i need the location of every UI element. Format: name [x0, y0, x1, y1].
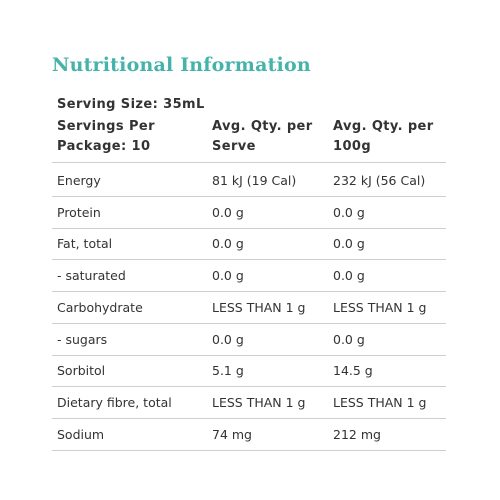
- nutrient-value: 5.1 g: [212, 363, 244, 379]
- row-rule: [52, 227, 446, 229]
- nutrient-value: 0.0 g: [333, 204, 365, 220]
- row-rule: [52, 322, 446, 324]
- nutrient-name: Fat, total: [57, 236, 113, 252]
- row-rule: [52, 354, 446, 356]
- nutrient-value: 74 mg: [212, 426, 252, 442]
- nutrient-name: Protein: [57, 204, 101, 220]
- nutrient-value: 0.0 g: [333, 236, 365, 252]
- nutrient-value: 232 kJ (56 Cal): [333, 173, 426, 188]
- nutrient-value: 0.0 g: [333, 268, 365, 284]
- nutrient-name: - saturated: [57, 268, 126, 284]
- nutrient-name: Sorbitol: [57, 363, 106, 379]
- column-header: Avg. Qty. per Serve: [212, 119, 313, 154]
- nutrient-value: 0.0 g: [333, 331, 365, 347]
- nutrient-value: 0.0 g: [212, 331, 244, 347]
- nutrient-name: - sugars: [57, 331, 108, 347]
- nutrient-value: 0.0 g: [212, 236, 244, 252]
- title: Nutritional Information: [52, 54, 311, 76]
- nutrient-name: Sodium: [57, 426, 105, 442]
- nutrient-value: 81 kJ (19 Cal): [212, 173, 297, 188]
- row-rule: [52, 449, 446, 451]
- column-header: Avg. Qty. per 100g: [333, 119, 434, 154]
- nutrient-value: LESS THAN 1 g: [333, 299, 427, 315]
- nutrient-name: Dietary fibre, total: [57, 394, 172, 410]
- row-rule: [52, 196, 446, 197]
- header-rule: [52, 162, 446, 163]
- row-rule: [52, 386, 446, 388]
- nutrient-value: 14.5 g: [333, 363, 373, 379]
- nutrient-value: 0.0 g: [212, 268, 244, 284]
- nutrient-value: 0.0 g: [212, 204, 244, 220]
- serving-size: Serving Size: 35mL: [57, 97, 205, 112]
- row-rule: [52, 291, 446, 293]
- nutrient-value: LESS THAN 1 g: [212, 394, 306, 410]
- nutrient-value: LESS THAN 1 g: [212, 299, 306, 315]
- row-rule: [52, 417, 446, 419]
- nutrient-name: Energy: [57, 173, 101, 188]
- nutrient-name: Carbohydrate: [57, 299, 143, 315]
- nutrient-value: 212 mg: [333, 426, 381, 442]
- row-rule: [52, 259, 446, 261]
- nutrient-value: LESS THAN 1 g: [333, 394, 427, 410]
- servings-per-package: Servings Per Package: 10: [57, 119, 155, 154]
